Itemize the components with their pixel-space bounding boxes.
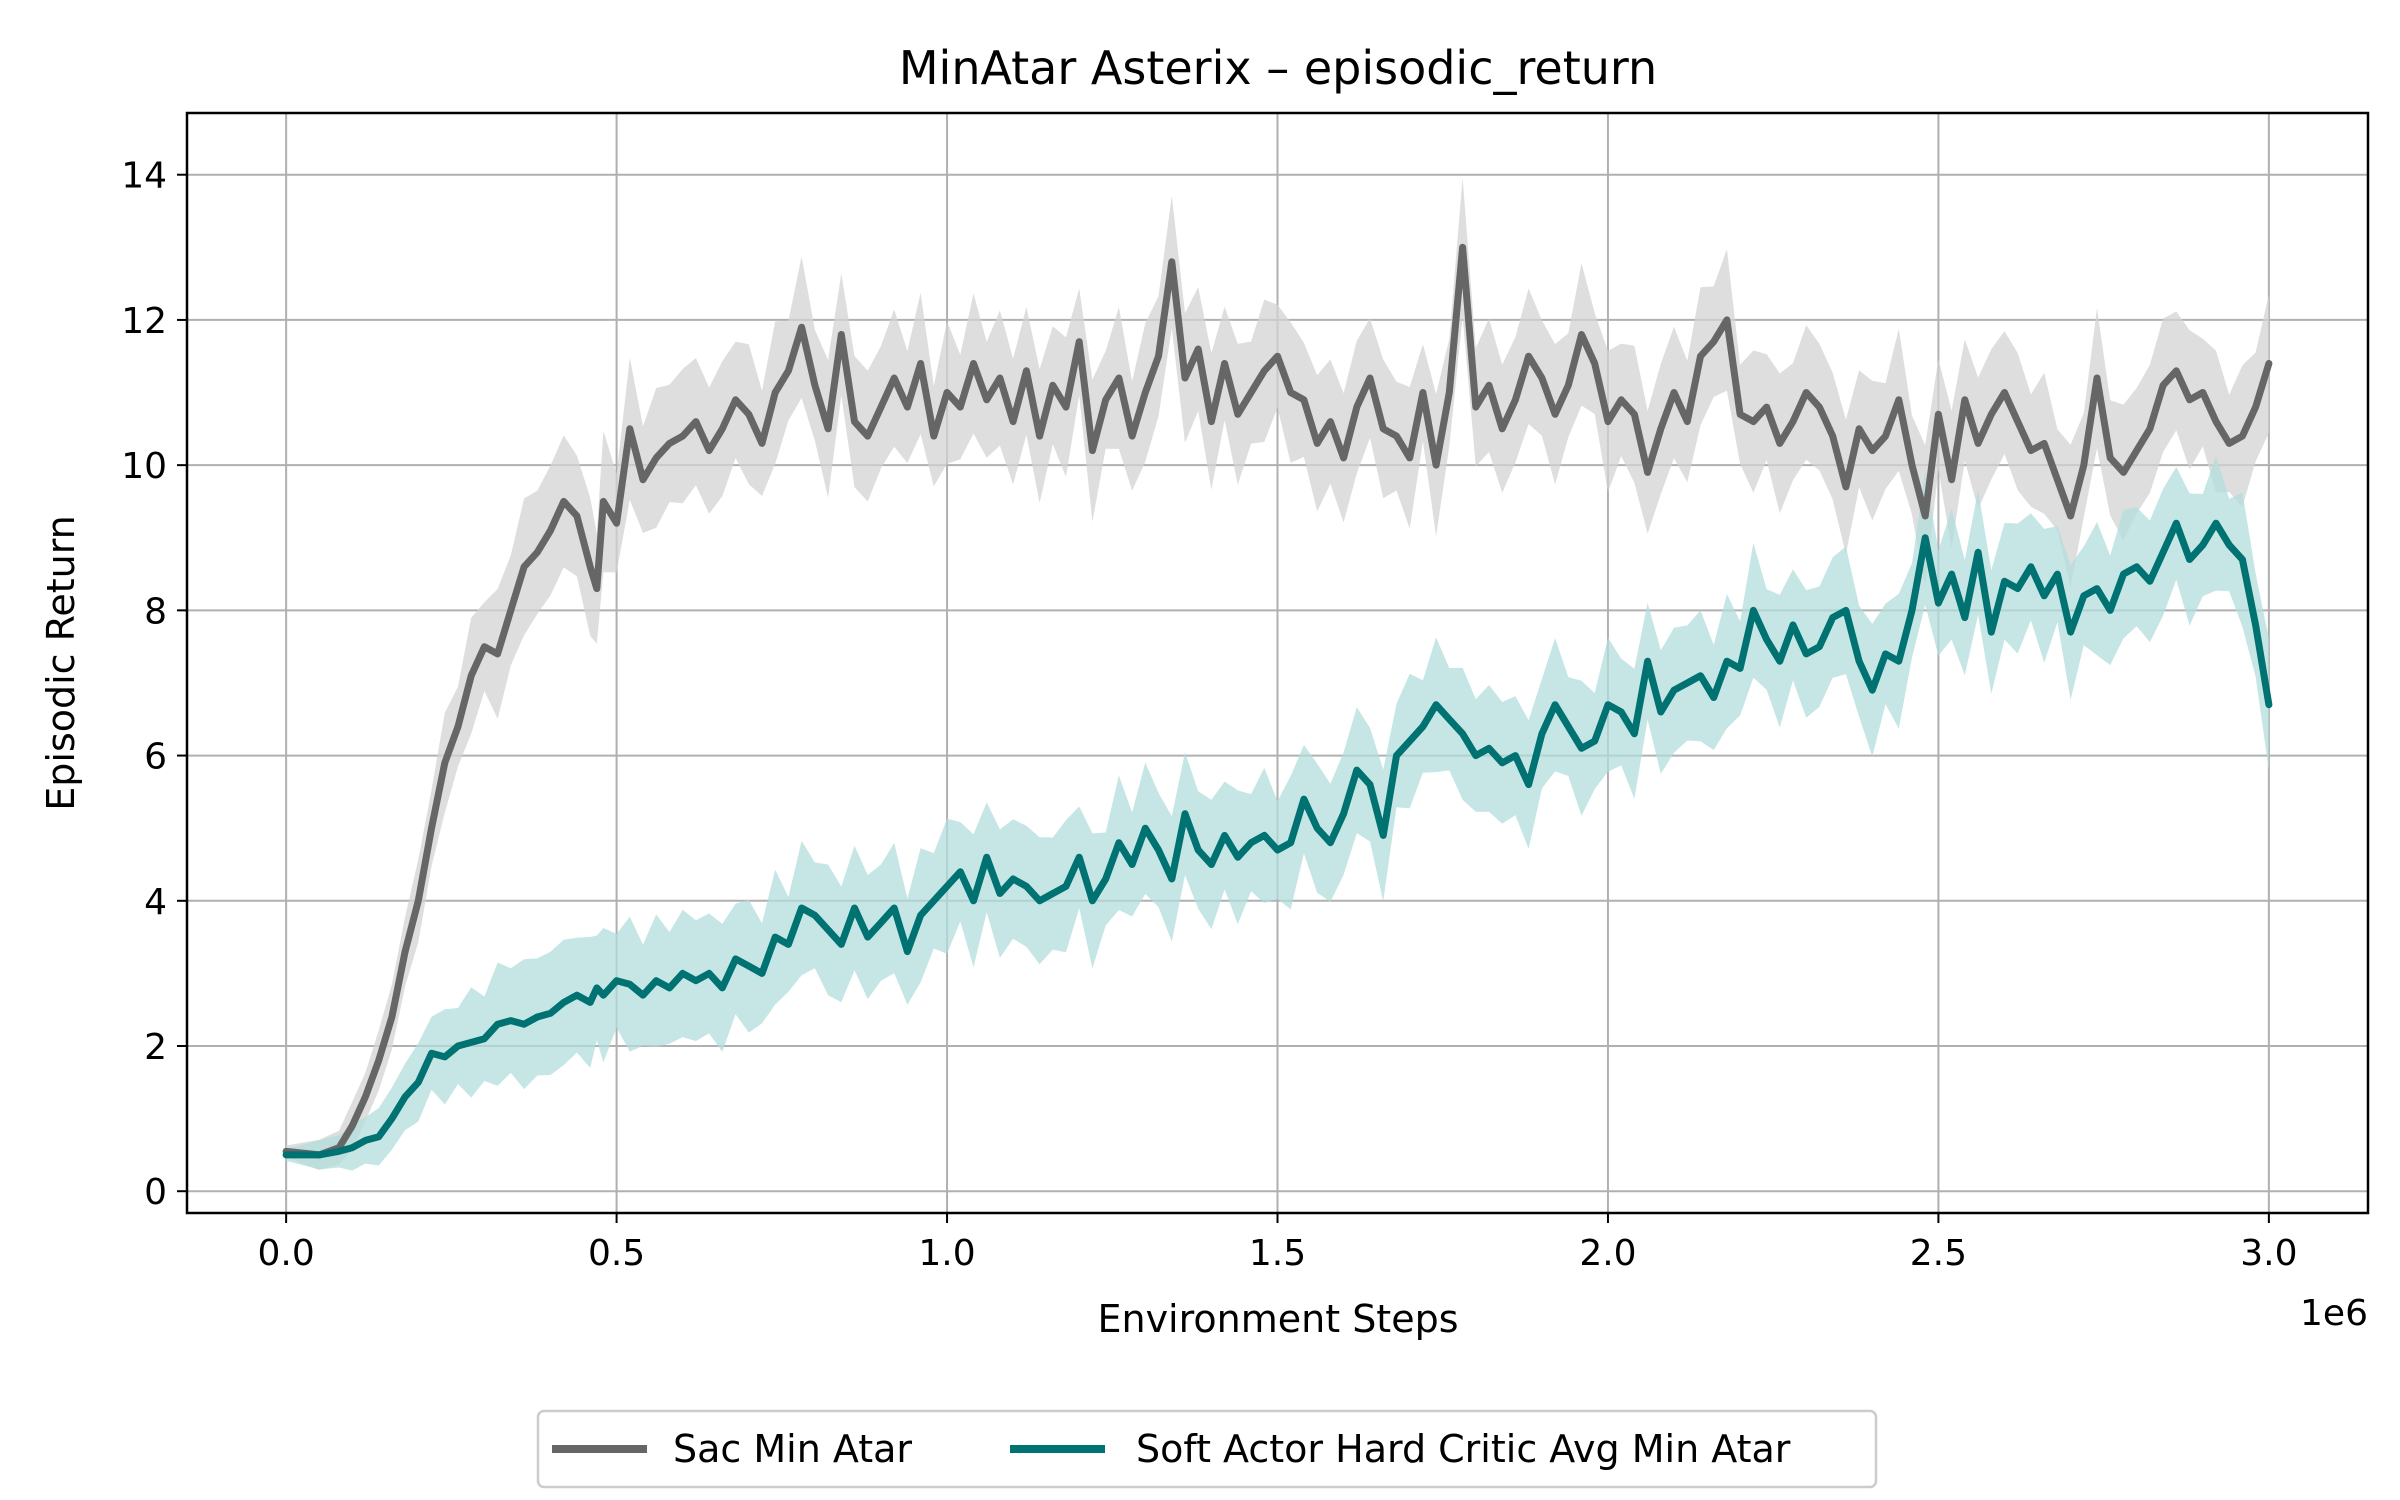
series-line-1 bbox=[282, 519, 2273, 1159]
y-tick-label: 6 bbox=[144, 737, 167, 778]
y-axis: 0 2 4 6 8 10 12 14 bbox=[121, 156, 187, 1213]
x-offset-label: 1e6 bbox=[2300, 1293, 2368, 1334]
y-tick-label: 8 bbox=[144, 591, 167, 632]
x-tick-label: 2.0 bbox=[1579, 1233, 1636, 1274]
x-tick-label: 1.5 bbox=[1249, 1233, 1306, 1274]
legend-label-soft-actor-hard-critic: Soft Actor Hard Critic Avg Min Atar bbox=[1136, 1427, 1791, 1471]
x-axis: 0.0 0.5 1.0 1.5 2.0 2.5 3.0 bbox=[258, 1213, 2297, 1274]
x-tick-label: 2.5 bbox=[1910, 1233, 1967, 1274]
legend-label-sac: Sac Min Atar bbox=[673, 1427, 912, 1471]
y-tick-label: 0 bbox=[144, 1172, 167, 1213]
y-tick-label: 10 bbox=[121, 446, 167, 487]
y-tick-label: 2 bbox=[144, 1027, 167, 1068]
x-tick-label: 3.0 bbox=[2240, 1233, 2297, 1274]
series-lines bbox=[282, 243, 2273, 1159]
chart-title: MinAtar Asterix – episodic_return bbox=[899, 41, 1657, 95]
x-axis-label: Environment Steps bbox=[1097, 1297, 1458, 1341]
y-tick-label: 12 bbox=[121, 301, 167, 342]
x-tick-label: 1.0 bbox=[918, 1233, 975, 1274]
legend-box bbox=[536, 1409, 1878, 1489]
series-band-1 bbox=[286, 455, 2269, 1171]
y-tick-label: 4 bbox=[144, 882, 167, 923]
x-tick-label: 0.5 bbox=[588, 1233, 645, 1274]
legend: Sac Min Atar Soft Actor Hard Critic Avg … bbox=[536, 1409, 1878, 1489]
x-tick-label: 0.0 bbox=[258, 1233, 315, 1274]
y-tick-label: 14 bbox=[121, 156, 167, 197]
y-axis-label: Episodic Return bbox=[39, 515, 83, 810]
series-line-0 bbox=[282, 243, 2273, 1159]
